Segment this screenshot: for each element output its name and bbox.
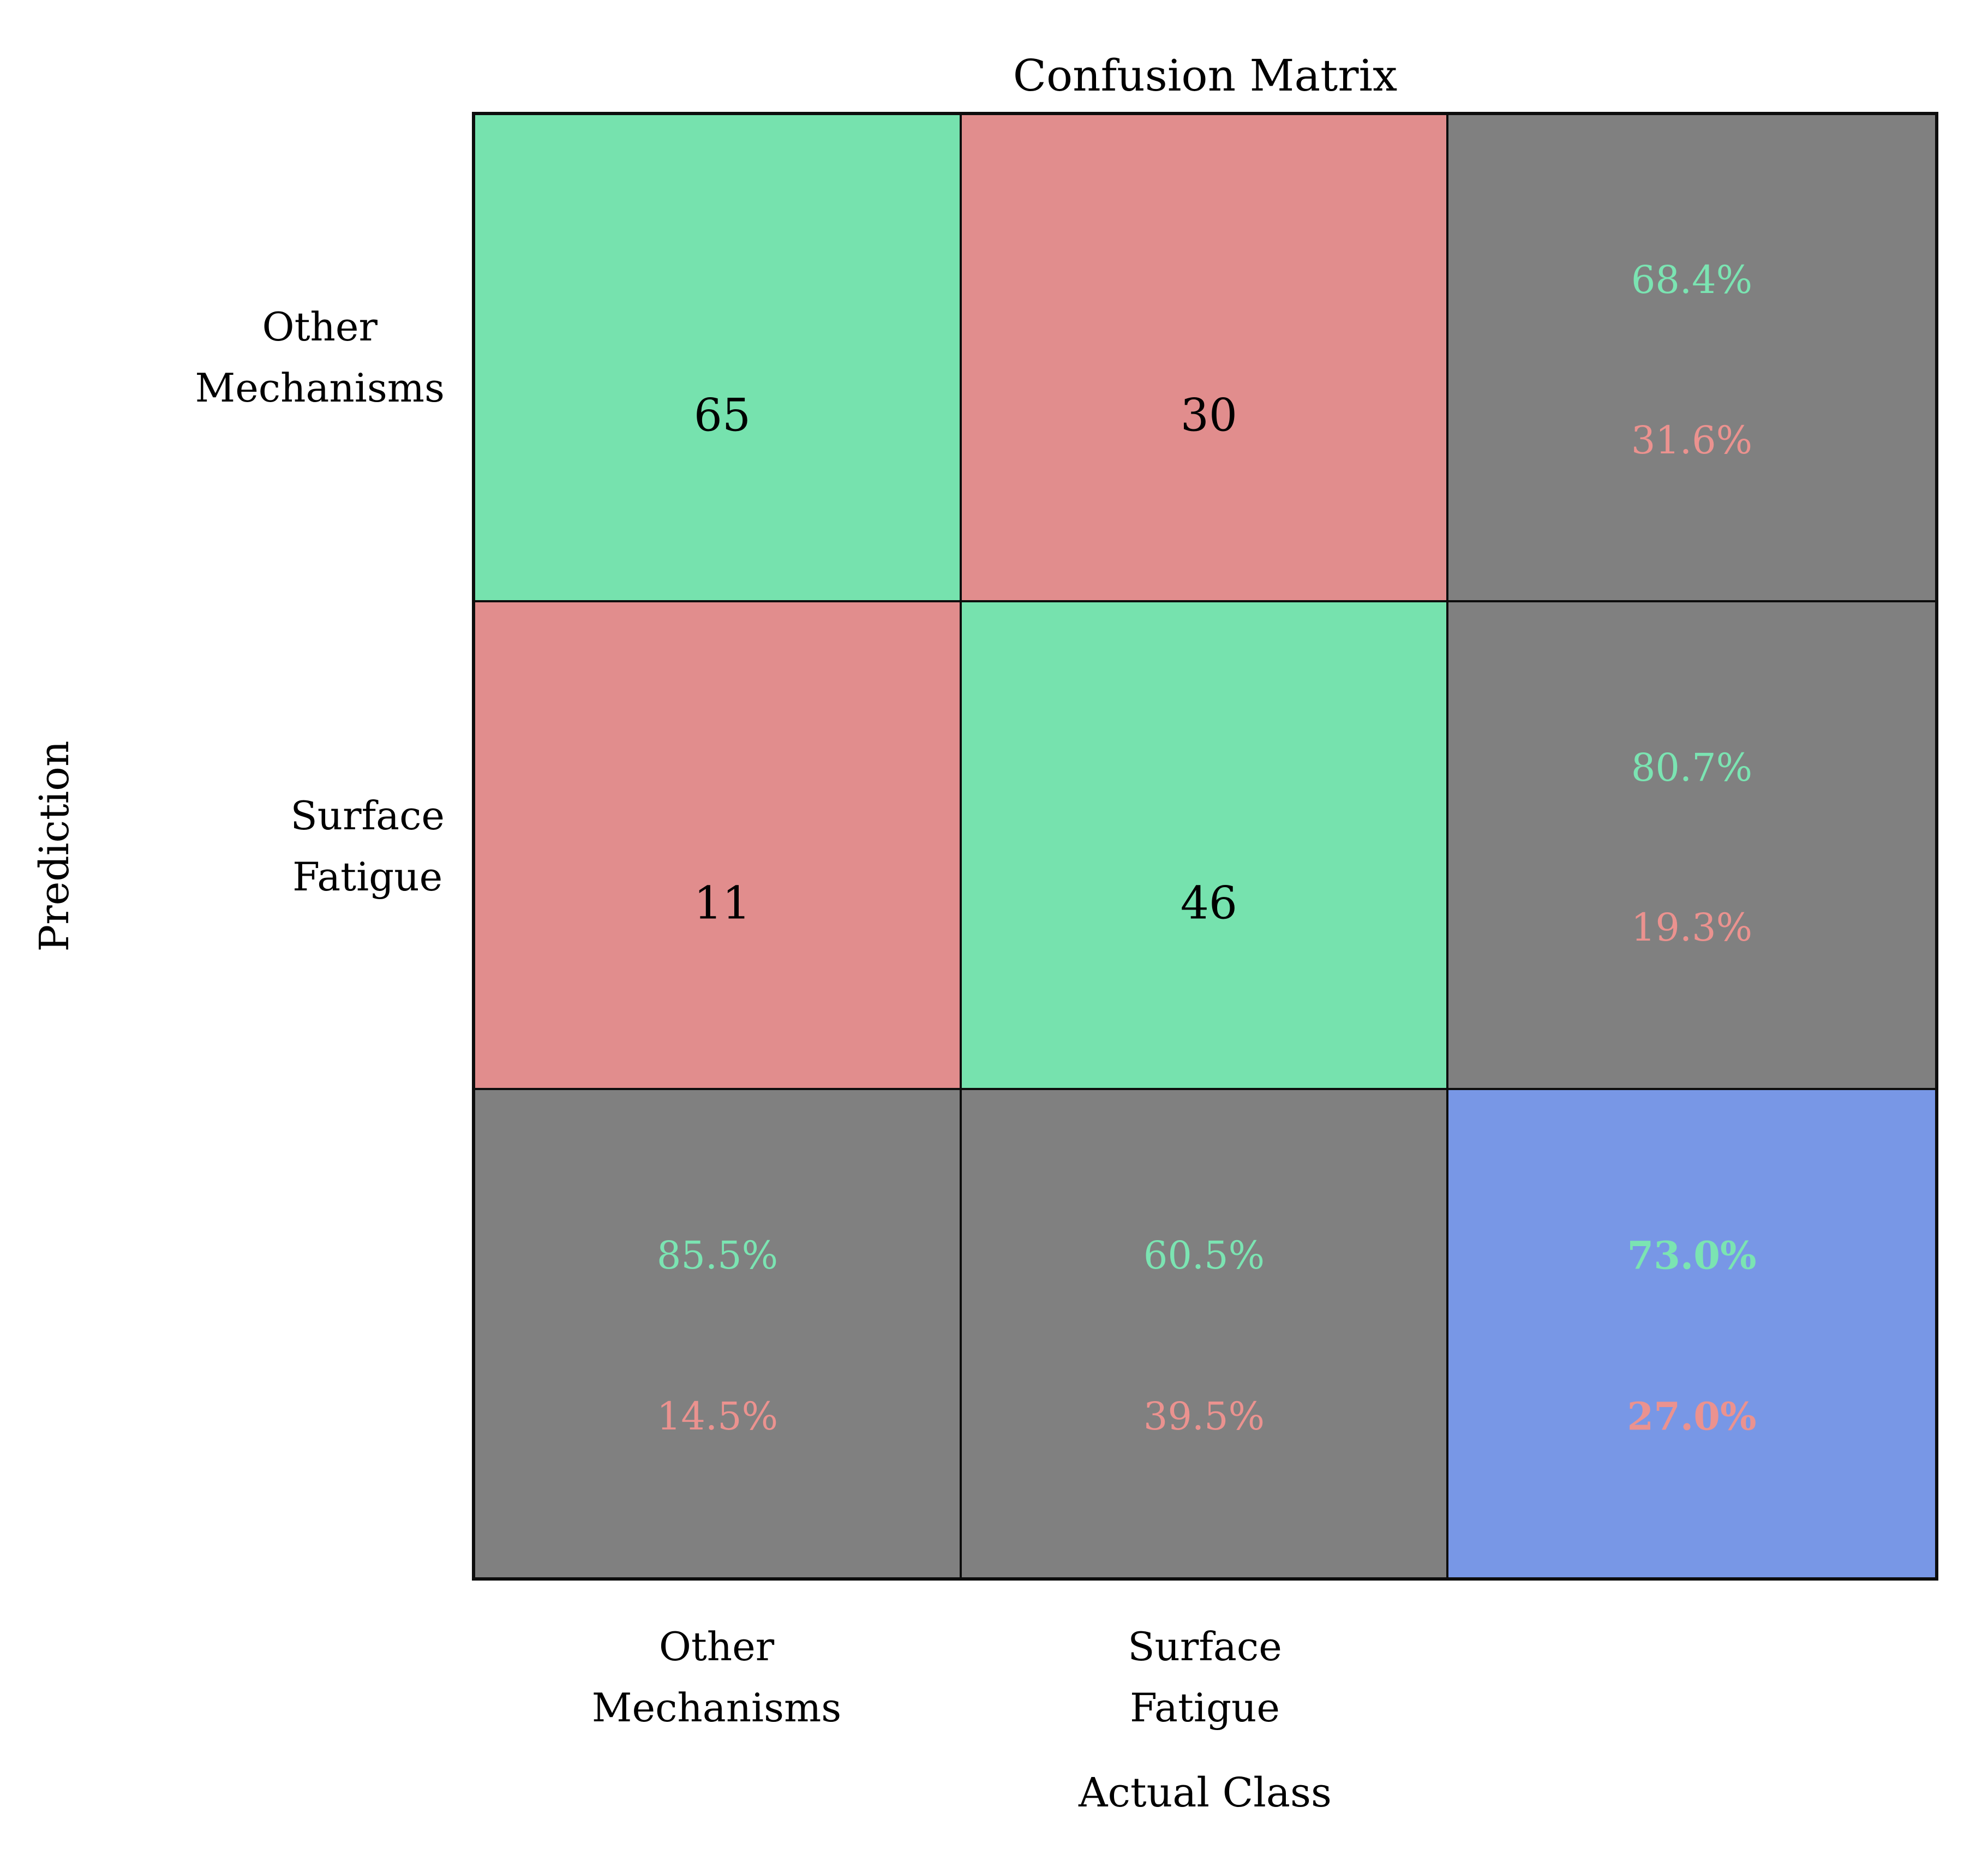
cell-row-summary-other-mechanisms: 68.4% 31.6% (1448, 115, 1935, 603)
y-tick-line: Mechanisms (195, 365, 445, 411)
x-tick-surface-fatigue: Surface Fatigue (961, 1616, 1448, 1738)
col-correct-pct: 60.5% (1143, 1233, 1265, 1278)
chart-title: Confusion Matrix (1013, 50, 1398, 101)
overall-error-pct: 27.0% (1627, 1393, 1757, 1439)
y-axis-label: Prediction (31, 740, 78, 952)
x-tick-line: Mechanisms (591, 1685, 842, 1731)
y-tick-other-mechanisms: Other Mechanisms (195, 296, 445, 418)
row-incorrect-pct: 31.6% (1631, 417, 1753, 463)
row-correct-pct: 80.7% (1631, 745, 1753, 790)
confusion-matrix-grid: 65 30 68.4% 31.6% 11 46 80.7% 19.3% 85.5… (472, 112, 1938, 1581)
cell-other-predicted-actual-surface: 30 (962, 115, 1448, 603)
y-tick-surface-fatigue: Surface Fatigue (290, 785, 445, 907)
cell-count: 65 (693, 390, 751, 442)
cell-count: 11 (693, 877, 751, 930)
cell-overall-accuracy: 73.0% 27.0% (1448, 1090, 1935, 1577)
y-tick-line: Other (262, 304, 378, 350)
x-tick-other-mechanisms: Other Mechanisms (472, 1616, 961, 1738)
cell-surface-predicted-actual-other: 11 (475, 602, 962, 1090)
x-axis-label: Actual Class (1079, 1769, 1332, 1816)
cell-count: 30 (1180, 390, 1238, 442)
cell-row-summary-surface-fatigue: 80.7% 19.3% (1448, 602, 1935, 1090)
cell-true-other-mechanisms: 65 (475, 115, 962, 603)
cell-col-summary-surface-fatigue: 60.5% 39.5% (962, 1090, 1448, 1577)
x-tick-line: Other (658, 1624, 775, 1669)
col-incorrect-pct: 39.5% (1143, 1394, 1265, 1439)
cell-col-summary-other-mechanisms: 85.5% 14.5% (475, 1090, 962, 1577)
cell-true-surface-fatigue: 46 (962, 602, 1448, 1090)
col-correct-pct: 85.5% (656, 1233, 779, 1278)
row-correct-pct: 68.4% (1631, 258, 1753, 303)
y-tick-line: Fatigue (292, 854, 443, 900)
y-tick-line: Surface (290, 793, 445, 839)
cell-count: 46 (1180, 877, 1238, 930)
overall-accuracy-pct: 73.0% (1627, 1232, 1757, 1278)
x-tick-line: Surface (1128, 1624, 1282, 1669)
x-tick-line: Fatigue (1129, 1685, 1280, 1731)
col-incorrect-pct: 14.5% (656, 1394, 779, 1439)
row-incorrect-pct: 19.3% (1631, 905, 1753, 950)
